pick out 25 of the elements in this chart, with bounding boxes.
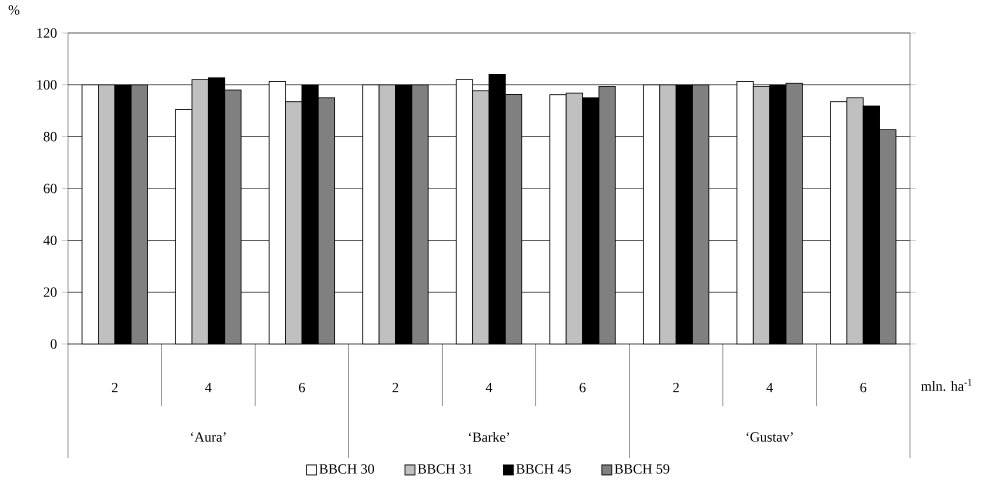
text: ‘Gustav’ [746,432,793,442]
x-tick-label: 4 [205,382,212,392]
y-tick-label: 20 [44,287,57,297]
text: ‘Aura’ [191,432,226,442]
legend-label: BBCH 31 [418,464,472,474]
text: ‘Barke’ [468,432,510,442]
y-axis-title: % [8,5,20,15]
x-tick-label: 2 [392,382,398,392]
y-tick-label: 100 [37,80,57,90]
x-tick-label: 6 [860,382,866,392]
legend-label: BBCH 45 [516,464,571,474]
y-tick-label: 0 [50,339,57,349]
y-tick-label: 40 [43,236,57,246]
x-axis-title: mln. ha$^{-1}$ [921,379,972,391]
y-tick-label: 80 [44,132,57,142]
x-tick-label: 2 [112,382,118,392]
y-tick-label: 120 [37,28,57,38]
legend-label: BBCH 59 [614,464,670,474]
x-tick-label: 4 [486,382,492,392]
legend-label: BBCH 30 [319,464,374,474]
x-tick-label: 6 [298,382,305,392]
x-tick-label: 6 [580,382,586,392]
x-tick-label: 4 [766,382,773,392]
y-tick-label: 60 [44,184,57,194]
x-tick-label: 2 [673,382,679,392]
